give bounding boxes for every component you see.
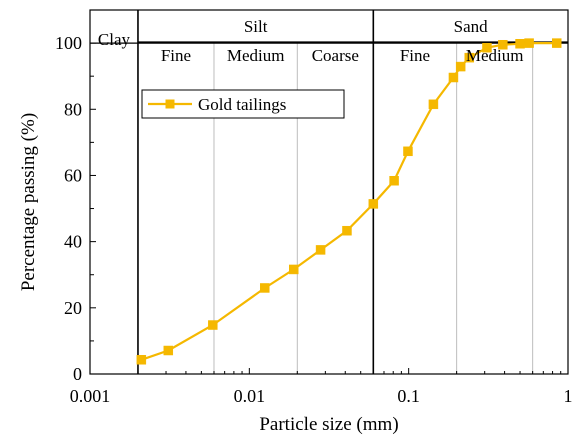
data-point xyxy=(428,99,439,110)
x-axis-label: Particle size (mm) xyxy=(259,414,398,435)
x-tick-label: 0.001 xyxy=(70,386,111,406)
y-tick-label: 60 xyxy=(64,165,82,185)
y-tick-label: 40 xyxy=(64,232,82,252)
data-point xyxy=(163,345,174,356)
data-point xyxy=(403,146,413,157)
data-point xyxy=(455,61,466,72)
data-point xyxy=(260,283,270,293)
legend-label: Gold tailings xyxy=(198,95,286,114)
data-point xyxy=(315,245,326,255)
x-tick-label: 0.01 xyxy=(234,386,266,406)
y-tick-label: 20 xyxy=(64,298,82,318)
y-tick-label: 80 xyxy=(64,99,82,119)
data-point xyxy=(288,264,299,275)
subclass-label: Coarse xyxy=(312,46,359,65)
data-point xyxy=(342,225,352,236)
y-axis-label: Percentage passing (%) xyxy=(18,113,39,291)
data-point xyxy=(498,39,508,50)
text-layer: 0 20 40 60 80 100 0.001 0.01 0.1 1 Particle size (… xyxy=(18,17,573,435)
data-point xyxy=(136,355,147,365)
subclass-label: Medium xyxy=(466,46,524,65)
plot-frame xyxy=(89,9,569,375)
data-point xyxy=(368,199,379,209)
data-point xyxy=(389,175,399,186)
x-tick-label: 0.1 xyxy=(397,386,420,406)
data-point xyxy=(482,42,492,53)
series-layer xyxy=(136,38,562,365)
legend-marker xyxy=(165,99,175,109)
data-point xyxy=(552,38,562,48)
class-label: Silt xyxy=(244,17,268,36)
data-point xyxy=(464,52,474,63)
frame-layer xyxy=(89,9,569,375)
x-tick-label: 1 xyxy=(564,386,573,406)
legend: Gold tailings xyxy=(141,89,345,119)
class-label: Sand xyxy=(454,17,489,36)
data-point xyxy=(208,320,218,330)
subclass-label: Fine xyxy=(161,46,191,65)
data-point xyxy=(524,38,534,48)
class-label: Clay xyxy=(98,30,131,49)
y-tick-label: 100 xyxy=(55,33,82,53)
data-point xyxy=(448,72,459,83)
subclass-label: Medium xyxy=(227,46,285,65)
subclass-label: Fine xyxy=(400,46,430,65)
y-tick-label: 0 xyxy=(73,364,82,384)
